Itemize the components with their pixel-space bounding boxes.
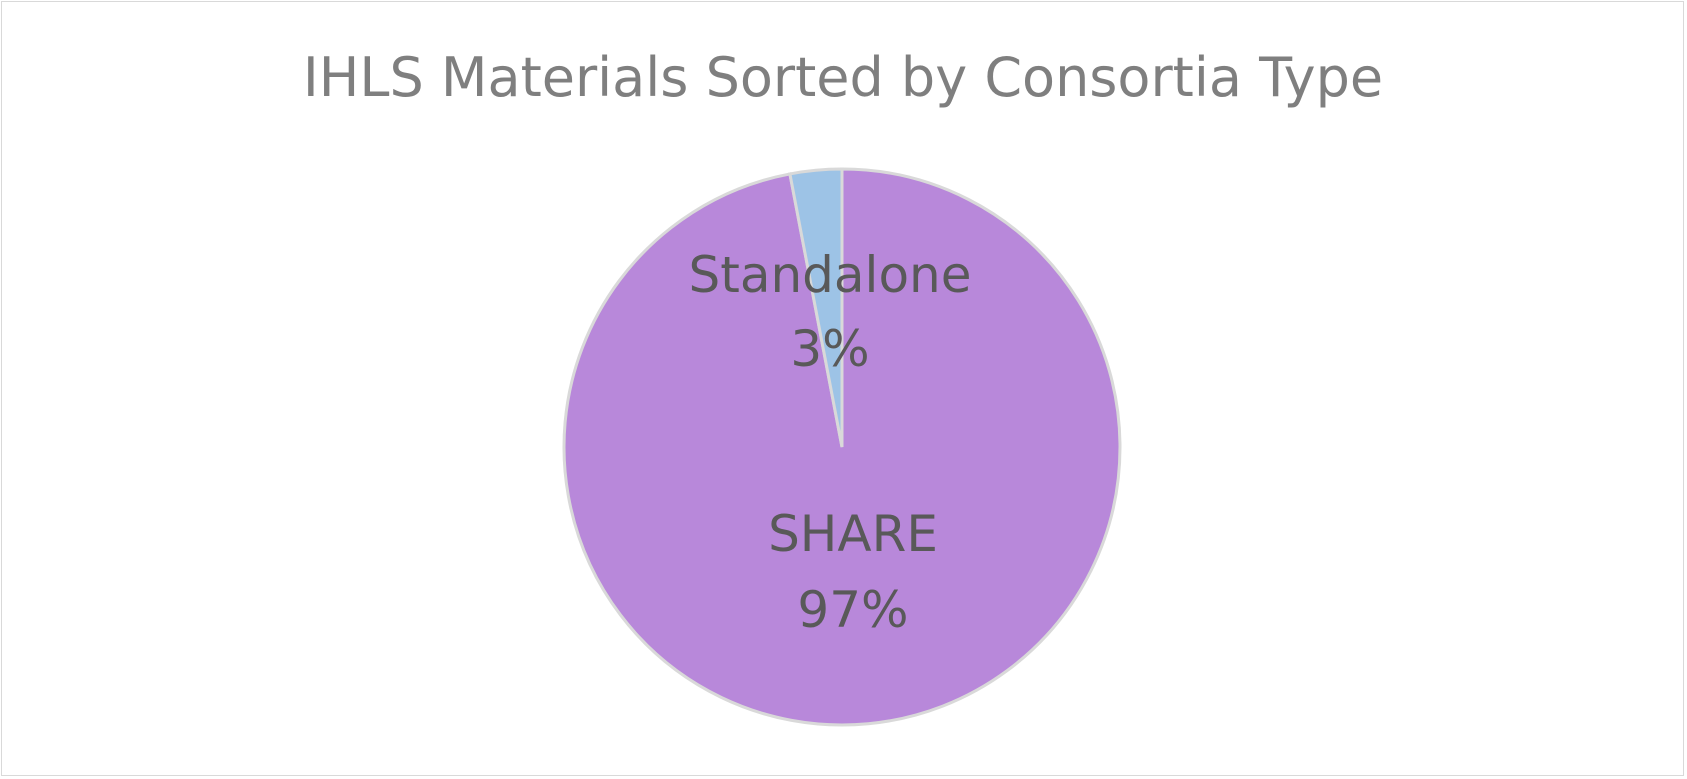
chart-title: IHLS Materials Sorted by Consortia Type [303, 46, 1383, 109]
data-label-category-share: SHARE [768, 505, 938, 563]
data-label-percent-share: 97% [797, 581, 908, 639]
data-label-percent-standalone: 3% [790, 320, 869, 378]
data-label-category-standalone: Standalone [689, 246, 972, 304]
pie-slice-standalone [788, 167, 844, 448]
